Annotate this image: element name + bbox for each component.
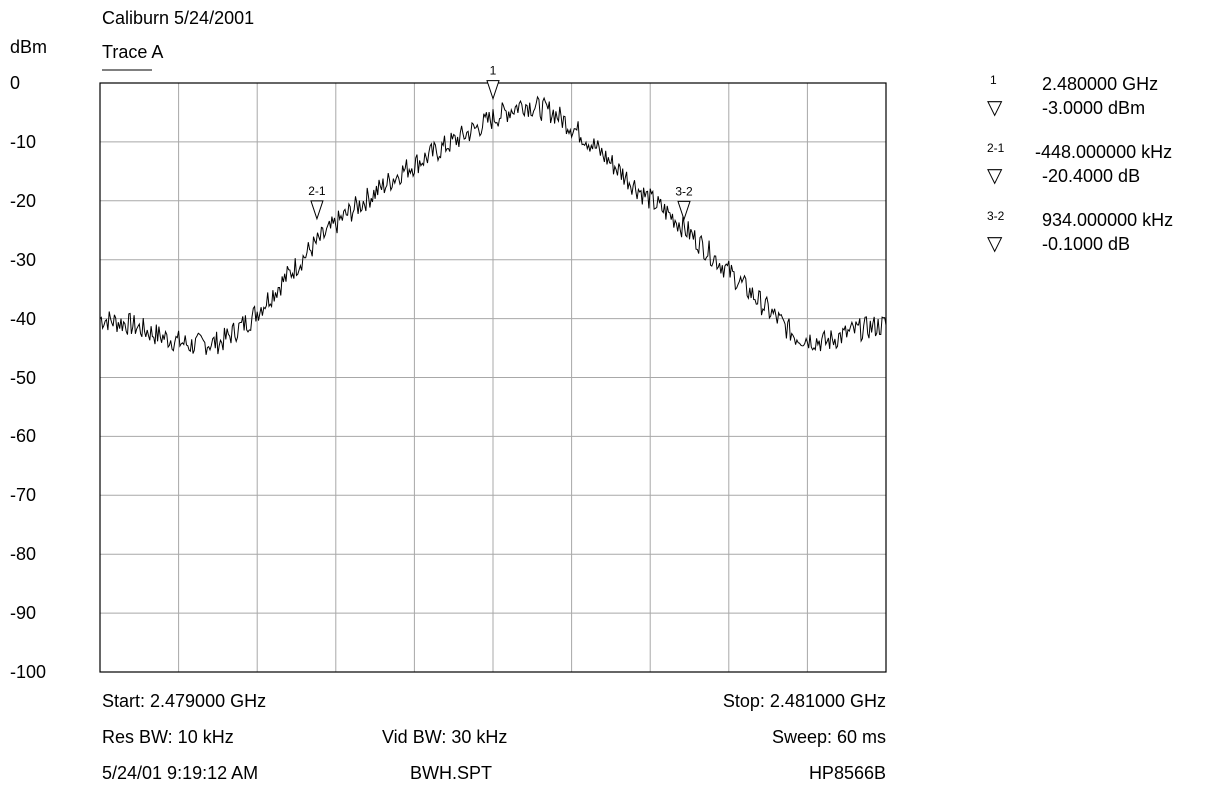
stop-frequency: Stop: 2.481000 GHz: [722, 691, 886, 711]
file-name: BWH.SPT: [410, 763, 493, 783]
marker-group: 1 2-1 3-2: [308, 64, 693, 221]
readout-marker-3-id: 3-2: [987, 209, 1005, 223]
y-tick-label: -20: [10, 190, 37, 211]
y-tick-label: -90: [10, 603, 37, 624]
y-tick-label: -30: [10, 249, 37, 270]
marker-1-triangle: [486, 80, 500, 101]
y-unit-label: dBm: [10, 37, 48, 57]
y-tick-label: -10: [10, 131, 37, 152]
readout-marker-3-freq: 934.000000 kHz: [1042, 210, 1174, 230]
readout-marker-2-freq: -448.000000 kHz: [1035, 142, 1173, 162]
start-frequency: Start: 2.479000 GHz: [102, 691, 267, 711]
readout-marker-2-level: -20.4000 dB: [1042, 166, 1141, 186]
chart-title: Caliburn 5/24/2001: [102, 8, 255, 28]
resolution-bandwidth: Res BW: 10 kHz: [102, 727, 234, 747]
readout-marker-1-level: -3.0000 dBm: [1042, 98, 1146, 118]
readout-marker-2-id: 2-1: [987, 141, 1005, 155]
y-tick-label: -40: [10, 308, 37, 329]
y-tick-label: 0: [10, 73, 21, 93]
marker-triangle-icon: ▽: [987, 233, 1003, 255]
instrument-name: HP8566B: [808, 763, 886, 783]
y-tick-label: -70: [10, 485, 37, 506]
timestamp: 5/24/01 9:19:12 AM: [102, 763, 259, 783]
marker-3-2-label: 3-2: [675, 184, 693, 198]
sweep-time: Sweep: 60 ms: [771, 727, 886, 747]
readout-marker-1-freq: 2.480000 GHz: [1042, 74, 1159, 94]
readout-marker-3-level: -0.1000 dB: [1042, 234, 1131, 254]
trace-a-line: [99, 95, 887, 355]
marker-1-label: 1: [490, 64, 497, 78]
plot-grid: [100, 83, 886, 672]
marker-2-1-triangle: [310, 200, 324, 221]
y-tick-label: -50: [10, 367, 37, 388]
marker-3-2-triangle: [677, 200, 691, 221]
video-bandwidth: Vid BW: 30 kHz: [382, 727, 508, 747]
marker-triangle-icon: ▽: [987, 97, 1003, 119]
marker-2-1-label: 2-1: [308, 184, 326, 198]
y-tick-label: -60: [10, 426, 37, 447]
y-tick-label: -80: [10, 544, 37, 565]
y-tick-label: -100: [10, 662, 47, 682]
trace-label: Trace A: [102, 42, 164, 62]
readout-marker-1-id: 1: [990, 73, 997, 87]
marker-triangle-icon: ▽: [987, 165, 1003, 187]
